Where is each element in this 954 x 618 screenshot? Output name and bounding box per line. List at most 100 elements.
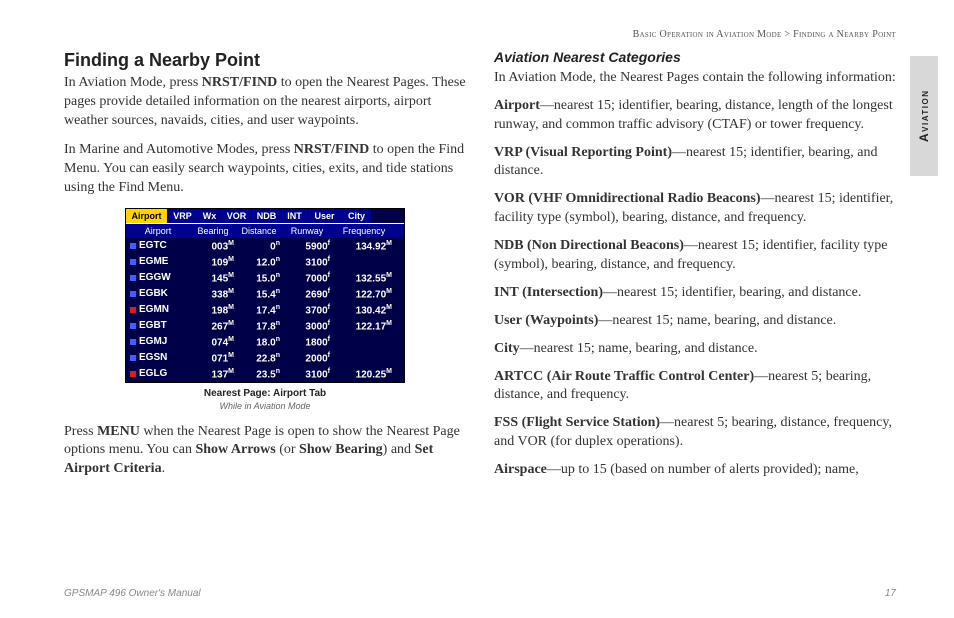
bearing: 003M	[190, 239, 236, 254]
tab-ndb: NDB	[252, 209, 282, 223]
category-item: City—nearest 15; name, bearing, and dist…	[494, 340, 896, 359]
breadcrumb-sep: >	[784, 29, 790, 40]
airport-id: EGMN	[139, 303, 169, 317]
hdr-airport: Airport	[126, 225, 190, 237]
section-title: Finding a Nearby Point	[64, 48, 466, 72]
airport-dot-icon	[130, 339, 136, 345]
bearing: 071M	[190, 351, 236, 366]
category-item: Airspace—up to 15 (based on number of al…	[494, 461, 896, 480]
airport-id: EGLG	[139, 367, 167, 381]
category-item: INT (Intersection)—nearest 15; identifie…	[494, 284, 896, 303]
table-row: EGMN198M17.4n3700f130.42M	[126, 302, 404, 318]
tab-airport: Airport	[126, 209, 168, 223]
data-rows: EGTC 003M0n5900f134.92M EGME 109M12.0n 3100f…	[126, 238, 404, 382]
airport-dot-icon	[130, 323, 136, 329]
tab-wx: Wx	[198, 209, 222, 223]
category-item: ARTCC (Air Route Traffic Control Center)…	[494, 368, 896, 406]
category-item: User (Waypoints)—nearest 15; name, beari…	[494, 312, 896, 331]
categories-title: Aviation Nearest Categories	[494, 48, 896, 67]
figure-caption: Nearest Page: Airport Tab	[125, 387, 405, 401]
tab-int: INT	[282, 209, 308, 223]
categories-list: Airport—nearest 15; identifier, bearing,…	[494, 97, 896, 480]
table-row: EGGW 145M15.0n7000f132.55M	[126, 270, 404, 286]
category-desc: —nearest 15; name, bearing, and distance…	[520, 341, 758, 356]
frequency: 134.92M	[332, 239, 396, 254]
category-item: Airport—nearest 15; identifier, bearing,…	[494, 97, 896, 135]
runway: 7000f	[282, 271, 332, 286]
runway: 1800f	[282, 335, 332, 350]
footer-manual: GPSMAP 496 Owner's Manual	[64, 587, 201, 601]
runway: 5900f	[282, 239, 332, 254]
hdr-bearing: Bearing	[190, 225, 236, 237]
airport-id: EGBK	[139, 287, 168, 301]
runway: 2000f	[282, 351, 332, 366]
table-row: EGLG137M23.5n3100f120.25M	[126, 366, 404, 382]
airport-id: EGGW	[139, 271, 171, 285]
category-term: VOR (VHF Omnidirectional Radio Beacons)	[494, 191, 761, 206]
hdr-distance: Distance	[236, 225, 282, 237]
airport-dot-icon	[130, 307, 136, 313]
table-row: EGBK338M15.4n2690f122.70M	[126, 286, 404, 302]
airport-id: EGMJ	[139, 335, 167, 349]
category-desc: —nearest 15; name, bearing, and distance…	[598, 313, 836, 328]
breadcrumb-sect: Basic Operation in Aviation Mode	[633, 29, 782, 40]
airport-id: EGBT	[139, 319, 167, 333]
header-row: Airport Bearing Distance Runway Frequenc…	[126, 223, 404, 238]
distance: 12.0n	[236, 255, 282, 270]
tab-vrp: VRP	[168, 209, 198, 223]
page-content: Finding a Nearby Point In Aviation Mode,…	[64, 48, 896, 489]
distance: 17.8n	[236, 319, 282, 334]
bearing: 109M	[190, 255, 236, 270]
category-term: FSS (Flight Service Station)	[494, 415, 660, 430]
para-3: Press MENU when the Nearest Page is open…	[64, 423, 466, 480]
runway: 2690f	[282, 287, 332, 302]
category-desc: —up to 15 (based on number of alerts pro…	[547, 462, 859, 477]
distance: 22.8n	[236, 351, 282, 366]
bearing: 198M	[190, 303, 236, 318]
airport-id: EGSN	[139, 351, 167, 365]
hdr-runway: Runway	[282, 225, 332, 237]
airport-id: EGTC	[139, 239, 167, 253]
airport-dot-icon	[130, 355, 136, 361]
frequency: 130.42M	[332, 303, 396, 318]
table-row: EGSN 071M22.8n2000f	[126, 350, 404, 366]
gps-screen: AirportVRPWxVORNDBINTUserCity Airport Be…	[125, 208, 405, 383]
frequency: 122.17M	[332, 319, 396, 334]
right-column: Aviation Nearest Categories In Aviation …	[494, 48, 896, 489]
runway: 3100f	[282, 367, 332, 382]
airport-dot-icon	[130, 243, 136, 249]
category-term: VRP (Visual Reporting Point)	[494, 145, 672, 160]
tab-city: City	[342, 209, 372, 223]
breadcrumb: Basic Operation in Aviation Mode > Findi…	[633, 28, 896, 42]
frequency: 120.25M	[332, 367, 396, 382]
category-term: NDB (Non Directional Beacons)	[494, 238, 684, 253]
bearing: 145M	[190, 271, 236, 286]
category-item: NDB (Non Directional Beacons)—nearest 15…	[494, 237, 896, 275]
footer-page-number: 17	[885, 587, 896, 601]
left-column: Finding a Nearby Point In Aviation Mode,…	[64, 48, 466, 489]
hdr-frequency: Frequency	[332, 225, 396, 237]
bearing: 137M	[190, 367, 236, 382]
category-term: City	[494, 341, 520, 356]
tab-user: User	[308, 209, 342, 223]
category-item: VOR (VHF Omnidirectional Radio Beacons)—…	[494, 190, 896, 228]
category-term: INT (Intersection)	[494, 285, 603, 300]
frequency: 132.55M	[332, 271, 396, 286]
airport-dot-icon	[130, 291, 136, 297]
tabs-row: AirportVRPWxVORNDBINTUserCity	[126, 209, 404, 223]
airport-dot-icon	[130, 371, 136, 377]
airport-id: EGME	[139, 255, 168, 269]
table-row: EGTC 003M0n5900f134.92M	[126, 238, 404, 254]
category-term: User (Waypoints)	[494, 313, 598, 328]
categories-intro: In Aviation Mode, the Nearest Pages cont…	[494, 69, 896, 88]
distance: 15.0n	[236, 271, 282, 286]
breadcrumb-page: Finding a Nearby Point	[793, 29, 896, 40]
table-row: EGMJ074M18.0n1800f	[126, 334, 404, 350]
distance: 0n	[236, 239, 282, 254]
frequency: 122.70M	[332, 287, 396, 302]
distance: 17.4n	[236, 303, 282, 318]
airport-dot-icon	[130, 259, 136, 265]
bearing: 267M	[190, 319, 236, 334]
bearing: 074M	[190, 335, 236, 350]
category-term: Airport	[494, 98, 540, 113]
